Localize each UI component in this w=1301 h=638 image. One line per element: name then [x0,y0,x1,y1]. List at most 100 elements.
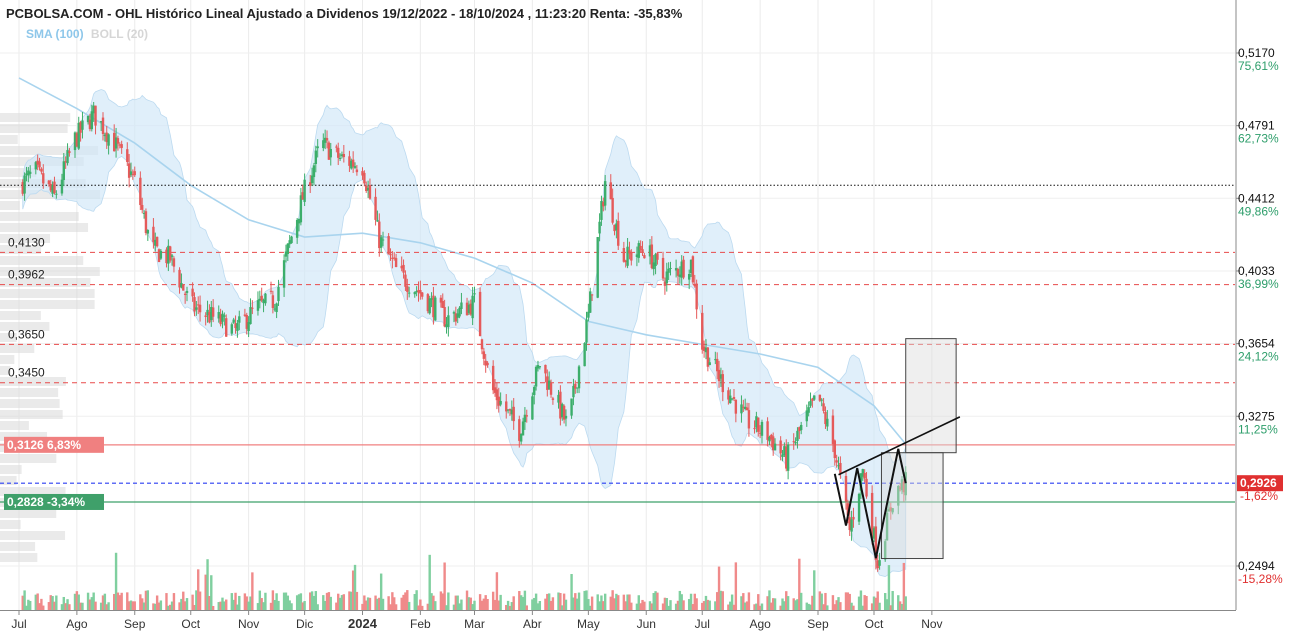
candle-body [796,430,799,441]
volume-bar [366,597,370,610]
volume-bar [505,604,508,610]
candle-body [335,146,338,148]
candle-body [88,119,92,130]
candle-body [361,171,364,176]
candle-body [238,316,241,323]
legend-sma[interactable]: SMA (100) [26,27,84,41]
volume-profile-bar [0,509,57,518]
volume-bar [663,597,667,610]
volume-bar [363,595,366,610]
pattern-line[interactable] [833,448,907,559]
candle-body [473,293,476,295]
volume-bar [805,602,808,610]
candle-body [40,168,43,172]
volume-bar [430,593,433,610]
volume-profile-bar [0,113,71,122]
candle-body [596,237,599,298]
target-box[interactable] [905,338,957,454]
trendline[interactable] [838,416,961,476]
volume-bar [142,602,146,610]
volume-profile-bar [0,355,15,364]
volume-bar [243,593,247,610]
volume-bar [534,593,538,610]
volume-bar [727,604,730,610]
volume-bar [118,595,122,610]
candle-body [154,239,157,246]
volume-bar [510,602,514,610]
candle-body [669,267,672,269]
candle-body [870,492,874,538]
volume-bar [221,597,224,610]
volume-bar [773,598,777,610]
volume-bar [547,593,551,610]
indicator-legend[interactable]: SMA (100) BOLL (20) [26,27,148,41]
candle-body [798,427,801,431]
volume-bar [521,596,525,610]
volume-bar [376,598,379,610]
volume-bar [714,601,717,610]
candle-body [835,460,838,463]
candle-body [585,319,588,343]
volume-bar [374,595,377,610]
candle-body [193,297,196,312]
candle-body [271,295,275,309]
candle-body [195,307,198,310]
candle-body [376,220,379,222]
volume-bar [682,600,685,610]
candle-body [421,292,424,297]
drawings[interactable] [833,338,961,560]
volume-bar [747,592,751,610]
candle-body [286,243,290,255]
volume-bar [77,594,80,610]
candle-body [225,318,228,337]
candle-body [577,366,581,389]
volume-bar [770,602,773,610]
candle-body [170,255,174,257]
candle-body [874,526,878,560]
candle-body [178,269,181,288]
volume-bar [413,594,416,610]
candle-body [322,140,325,149]
volume-bar [467,597,471,610]
volume-bar [92,592,95,610]
volume-bar [512,596,515,610]
volume-bar [127,601,131,610]
candle-body [426,294,430,312]
candle-body [363,172,366,184]
volume-profile-bar [0,421,29,430]
volume-bar [603,593,607,610]
volume-bar [406,590,409,610]
volume-bar [434,601,437,610]
volume-bar [695,598,698,610]
candle-body [105,132,108,143]
target-box[interactable] [880,452,944,560]
volume-bar [327,592,331,610]
volume-bar [630,602,633,610]
legend-boll[interactable]: BOLL (20) [90,27,149,41]
volume-bar [469,597,472,610]
candle-body [338,158,342,160]
candle-body [512,406,515,422]
candle-body [559,391,562,419]
candle-body [773,443,777,451]
volume-bar [491,591,495,610]
volume-bar [626,594,629,610]
volume-bar [587,599,590,610]
volume-bar [742,593,745,610]
candle-body [491,365,495,391]
candle-body [495,389,499,401]
volume-bar [271,590,275,610]
candle-body [857,493,861,522]
candle-body [589,291,592,313]
candle-body [865,478,868,497]
candle-body [99,121,103,123]
volume-bar [426,603,430,610]
volume-bar [144,590,148,610]
candle-body [290,236,293,244]
volume-bar [544,598,547,610]
candle-body [77,122,80,149]
volume-bar [758,605,762,610]
candle-body [598,221,601,234]
candle-body [165,249,168,264]
